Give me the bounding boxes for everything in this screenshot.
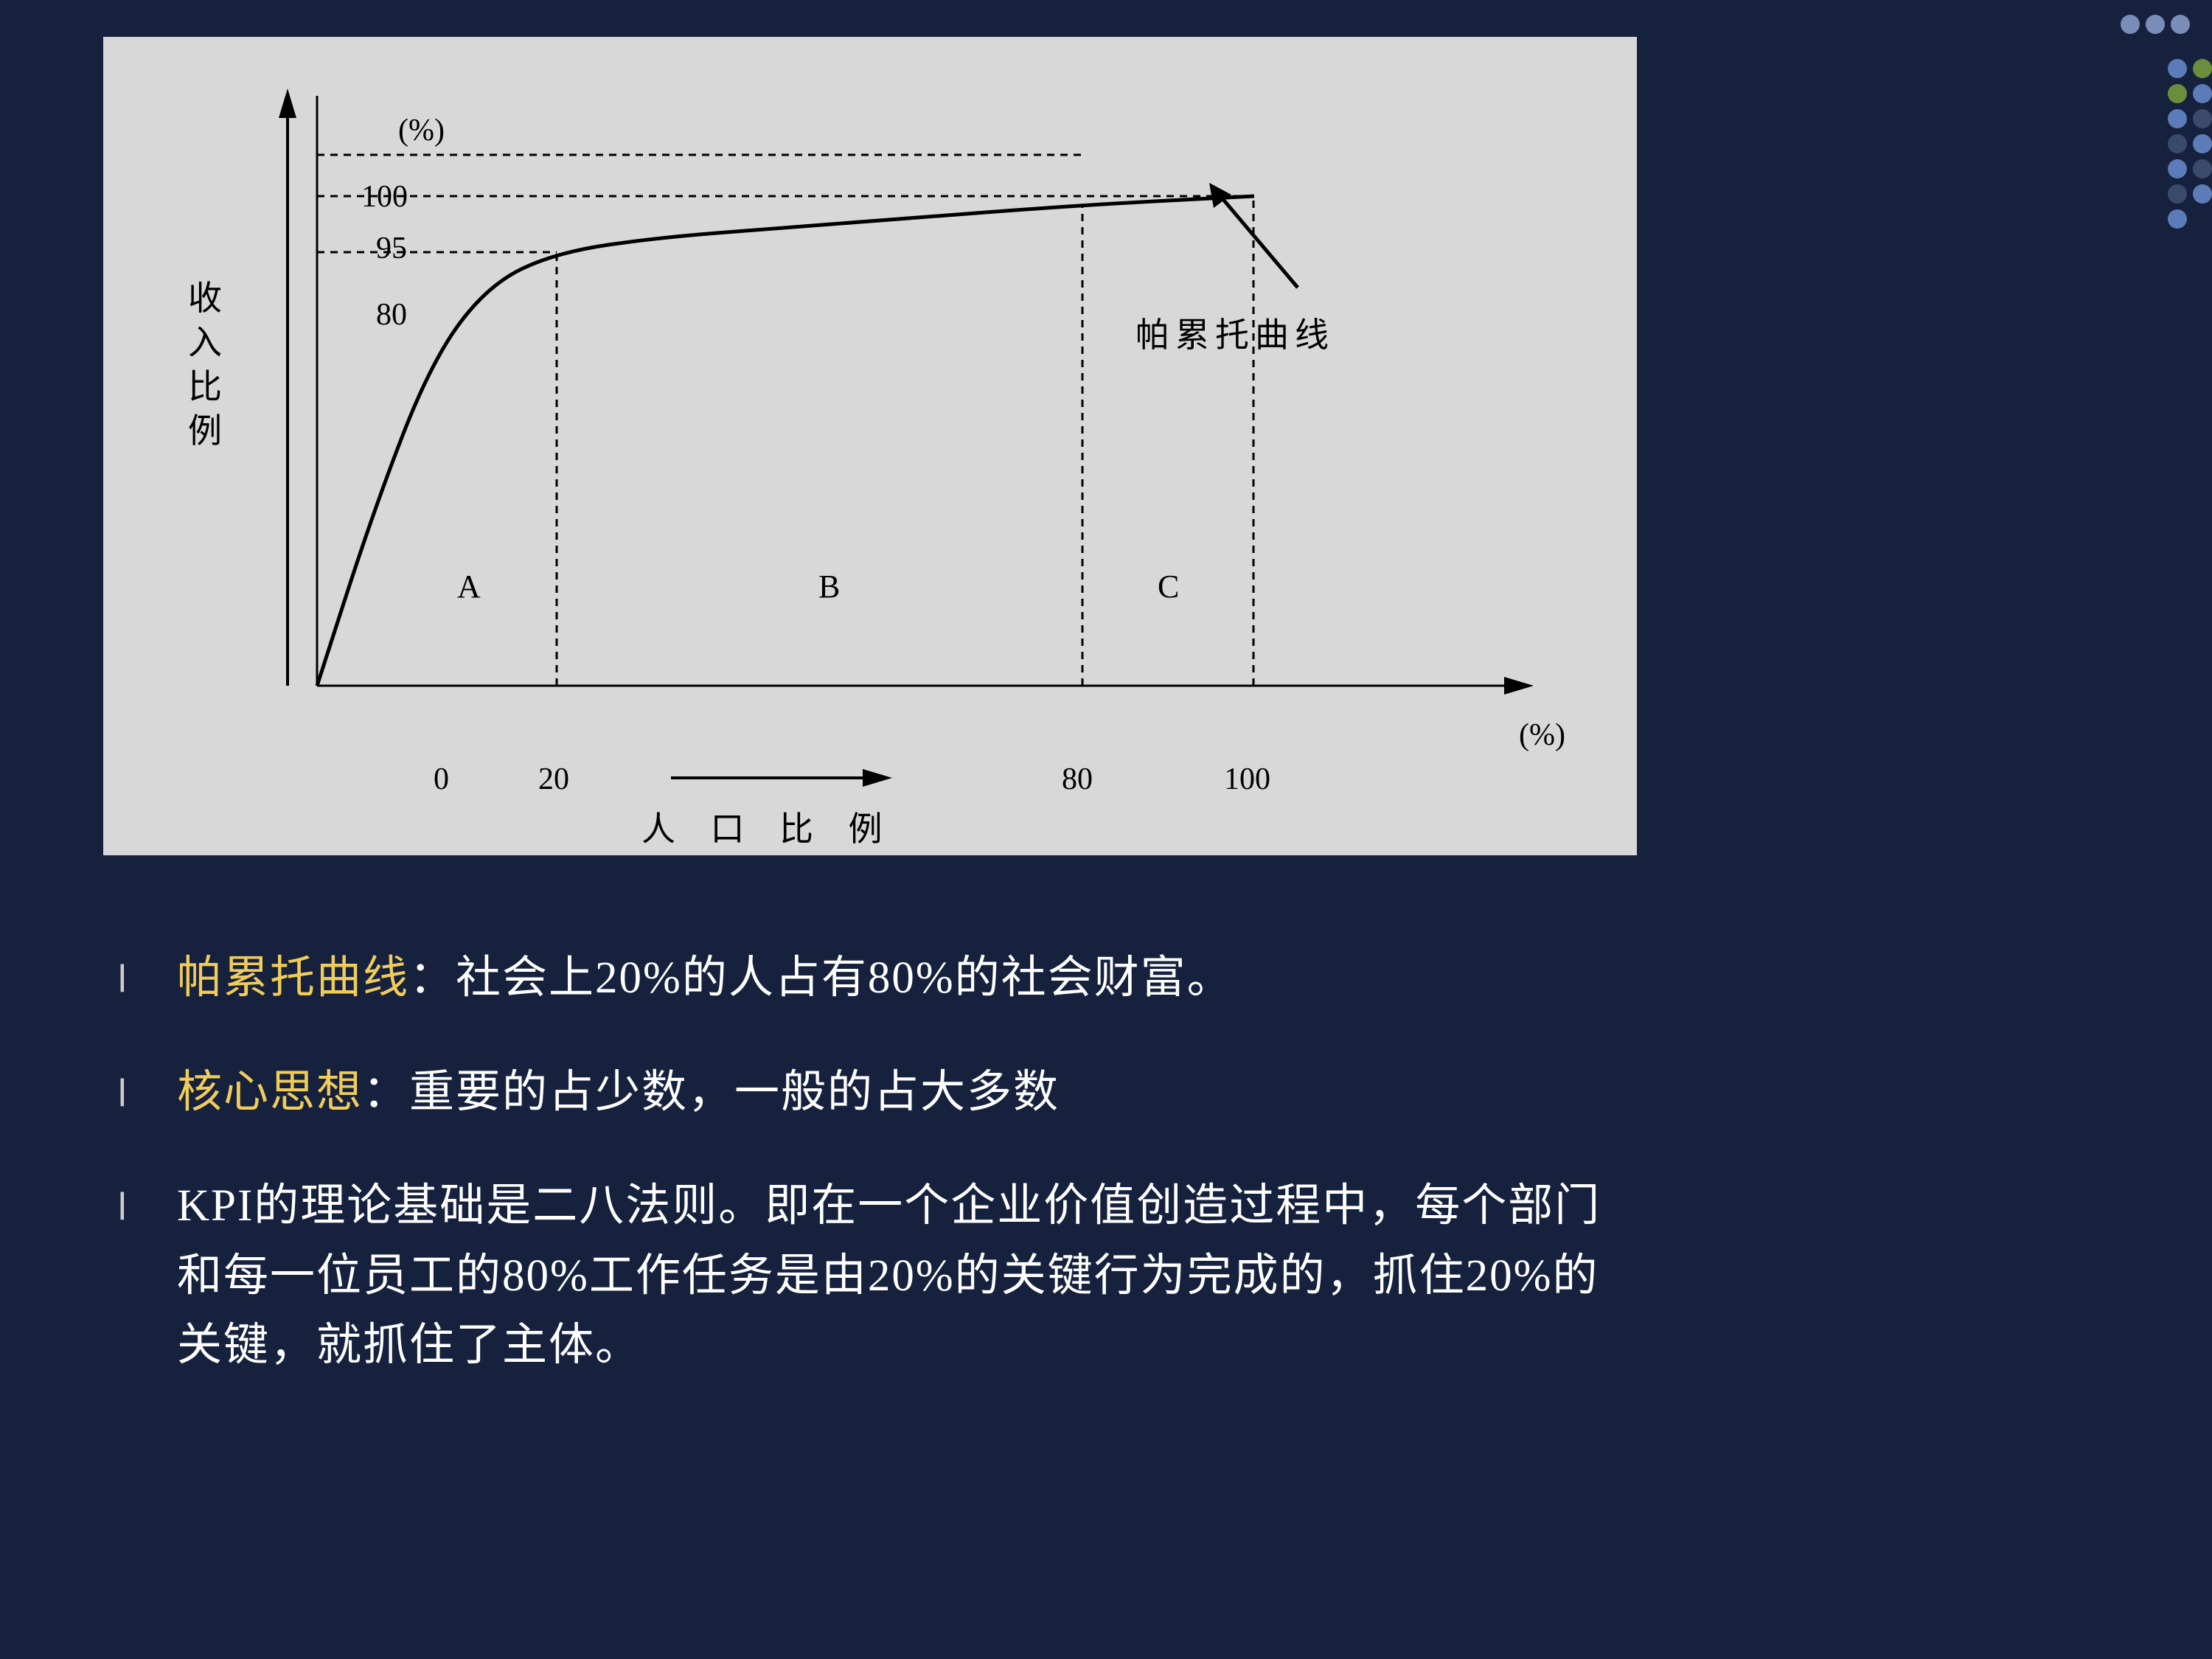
x-tick-80: 80 bbox=[1062, 762, 1093, 796]
bullet-list: l 帕累托曲线：社会上20%的人占有80%的社会财富。 l 核心思想：重要的占少… bbox=[118, 944, 1607, 1425]
y-axis-unit: (%) bbox=[398, 114, 445, 147]
bullet-2: l 核心思想：重要的占少数，一般的占大多数 bbox=[118, 1058, 1607, 1128]
bullet-marker-icon: l bbox=[118, 944, 177, 1009]
bullet-3-rest: KPI的理论基础是二八法则。即在一个企业价值创造过程中，每个部门和每一位员工的8… bbox=[177, 1181, 1601, 1370]
zone-A: A bbox=[457, 568, 481, 605]
zone-B: B bbox=[818, 568, 840, 605]
bullet-1-rest: ：社会上20%的人占有80%的社会财富。 bbox=[409, 953, 1234, 1003]
curve-label: 帕累托曲线 bbox=[1135, 316, 1335, 354]
x-tick-20: 20 bbox=[538, 762, 569, 796]
side-dots bbox=[2168, 59, 2212, 234]
bullet-1: l 帕累托曲线：社会上20%的人占有80%的社会财富。 bbox=[118, 944, 1607, 1014]
bullet-2-text: 核心思想：重要的占少数，一般的占大多数 bbox=[177, 1058, 1060, 1128]
x-axis-label: 人 口 比 例 bbox=[641, 810, 896, 848]
x-axis-unit: (%) bbox=[1519, 718, 1565, 752]
bullet-2-highlight: 核心思想 bbox=[177, 1068, 363, 1117]
bullet-1-highlight: 帕累托曲线 bbox=[177, 953, 409, 1003]
x-tick-0: 0 bbox=[434, 762, 449, 796]
y-tick-95: 95 bbox=[376, 232, 407, 265]
y-axis-label: 收 入 比 例 bbox=[188, 279, 231, 450]
bullet-3-text: KPI的理论基础是二八法则。即在一个企业价值创造过程中，每个部门和每一位员工的8… bbox=[177, 1172, 1607, 1381]
bullet-marker-icon: l bbox=[118, 1058, 177, 1124]
bullet-3: l KPI的理论基础是二八法则。即在一个企业价值创造过程中，每个部门和每一位员工… bbox=[118, 1172, 1607, 1381]
x-tick-100: 100 bbox=[1224, 762, 1270, 796]
pareto-chart: 80 95 100 (%) 收 入 比 例 bbox=[103, 37, 1637, 855]
bullet-2-rest: ：重要的占少数，一般的占大多数 bbox=[363, 1068, 1060, 1117]
bullet-marker-icon: l bbox=[118, 1172, 177, 1237]
y-tick-80: 80 bbox=[376, 298, 407, 332]
corner-dots bbox=[2121, 15, 2190, 34]
zone-C: C bbox=[1158, 568, 1179, 605]
bullet-1-text: 帕累托曲线：社会上20%的人占有80%的社会财富。 bbox=[177, 944, 1234, 1014]
